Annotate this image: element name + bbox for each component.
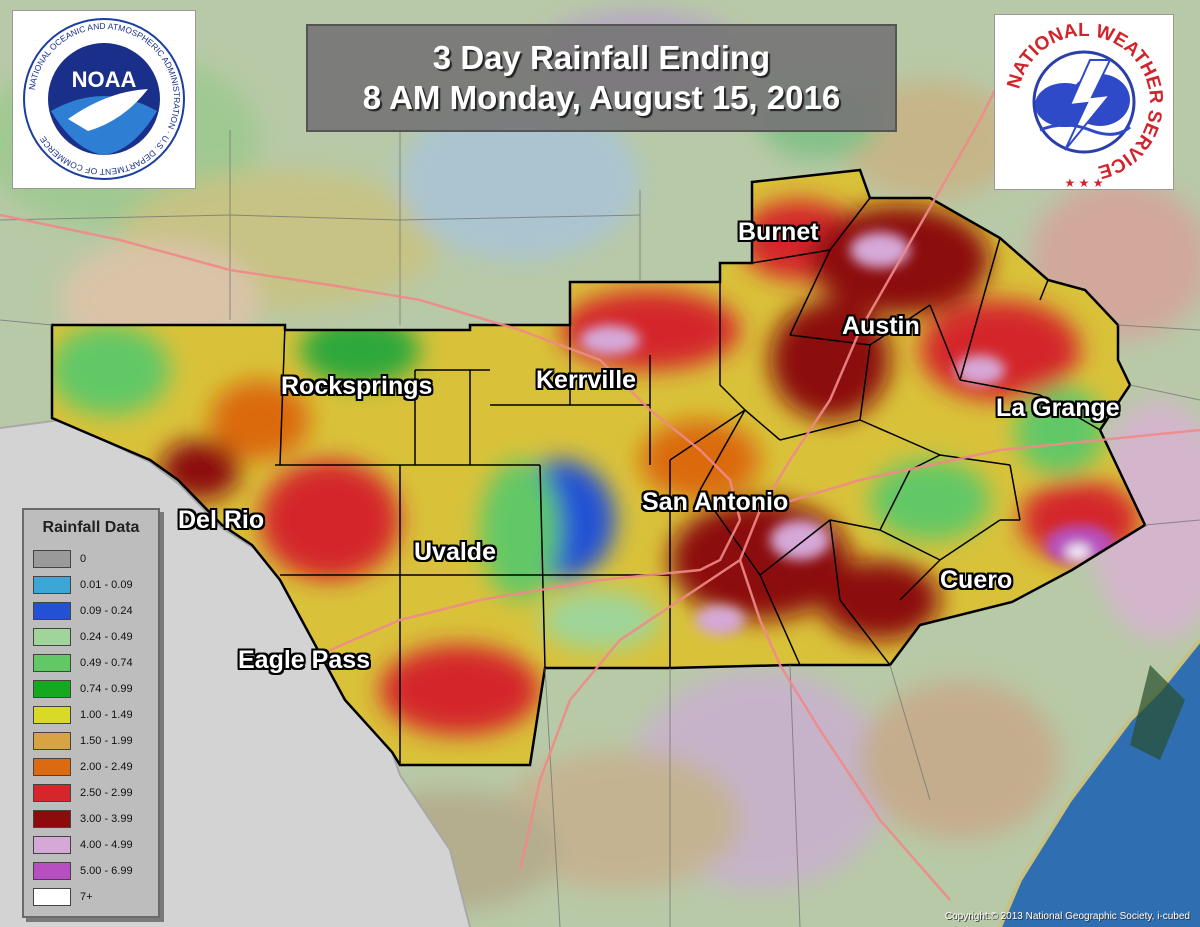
legend-label: 2.00 - 2.49 (80, 761, 133, 773)
legend-label: 5.00 - 6.99 (80, 865, 133, 877)
city-label-eagle-pass: Eagle Pass (238, 646, 371, 674)
legend-swatch (33, 706, 71, 724)
noaa-wordmark: NOAA (72, 67, 137, 92)
legend-label: 0.49 - 0.74 (80, 657, 133, 669)
city-label-kerrville: Kerrville (536, 366, 637, 394)
rainfall-legend: Rainfall Data 0 0.01 - 0.09 0.09 - 0.24 0.2… (22, 508, 160, 918)
city-label-san-antonio: San Antonio (642, 488, 789, 516)
legend-swatch (33, 888, 71, 906)
legend-swatch (33, 784, 71, 802)
legend-swatch (33, 576, 71, 594)
legend-item: 0.49 - 0.74 (33, 654, 133, 672)
legend-label: 0.74 - 0.99 (80, 683, 133, 695)
nws-stars-icon: ★ ★ ★ (1065, 176, 1104, 189)
legend-item: 0.01 - 0.09 (33, 576, 133, 594)
legend-label: 0.01 - 0.09 (80, 579, 133, 591)
map-title: 3 Day Rainfall Ending 8 AM Monday, Augus… (306, 24, 897, 132)
legend-item: 0.74 - 0.99 (33, 680, 133, 698)
noaa-emblem-icon: NOAA NATIONAL OCEANIC AND ATMOSPHERIC AD… (23, 18, 185, 180)
legend-swatch (33, 680, 71, 698)
city-label-cuero: Cuero (940, 566, 1013, 594)
legend-label: 4.00 - 4.99 (80, 839, 133, 851)
legend-item: 2.00 - 2.49 (33, 758, 133, 776)
copyright-text: Copyright:© 2013 National Geographic Soc… (944, 911, 1190, 922)
legend-title: Rainfall Data (42, 519, 140, 536)
legend-swatch (33, 810, 71, 828)
legend-label: 0.24 - 0.49 (80, 631, 133, 643)
legend-swatch (33, 836, 71, 854)
city-label-uvalde: Uvalde (414, 538, 496, 566)
legend-swatch (33, 732, 71, 750)
legend-item: 0.09 - 0.24 (33, 602, 133, 620)
city-label-rocksprings: Rocksprings (281, 372, 433, 400)
legend-label: 0.09 - 0.24 (80, 605, 133, 617)
legend-label: 0 (80, 553, 87, 565)
legend-item: 3.00 - 3.99 (33, 810, 133, 828)
legend-item: 0 (33, 550, 86, 568)
legend-label: 3.00 - 3.99 (80, 813, 133, 825)
legend-label: 1.00 - 1.49 (80, 709, 133, 721)
nws-logo: NATIONAL WEATHER SERVICE ★ ★ ★ (994, 14, 1174, 190)
legend-item: 1.50 - 1.99 (33, 732, 133, 750)
legend-label: 1.50 - 1.99 (80, 735, 133, 747)
city-label-del-rio: Del Rio (178, 506, 265, 534)
title-line-1: 3 Day Rainfall Ending (432, 39, 771, 76)
legend-swatch (33, 550, 71, 568)
city-label-burnet: Burnet (738, 218, 819, 246)
city-label-austin: Austin (842, 312, 920, 340)
noaa-logo: NOAA NATIONAL OCEANIC AND ATMOSPHERIC AD… (12, 10, 196, 189)
legend-swatch (33, 628, 71, 646)
nws-emblem-icon: NATIONAL WEATHER SERVICE ★ ★ ★ (1003, 20, 1166, 190)
legend-swatch (33, 758, 71, 776)
legend-swatch (33, 862, 71, 880)
legend-item: 0.24 - 0.49 (33, 628, 133, 646)
legend-item: 2.50 - 2.99 (33, 784, 133, 802)
legend-item: 7+ (33, 888, 93, 906)
legend-label: 2.50 - 2.99 (80, 787, 133, 799)
legend-swatch (33, 602, 71, 620)
city-label-la-grange: La Grange (996, 394, 1120, 422)
title-line-2: 8 AM Monday, August 15, 2016 (362, 79, 841, 116)
legend-item: 5.00 - 6.99 (33, 862, 133, 880)
legend-label: 7+ (80, 891, 93, 903)
legend-item: 4.00 - 4.99 (33, 836, 133, 854)
legend-item: 1.00 - 1.49 (33, 706, 133, 724)
legend-swatch (33, 654, 71, 672)
